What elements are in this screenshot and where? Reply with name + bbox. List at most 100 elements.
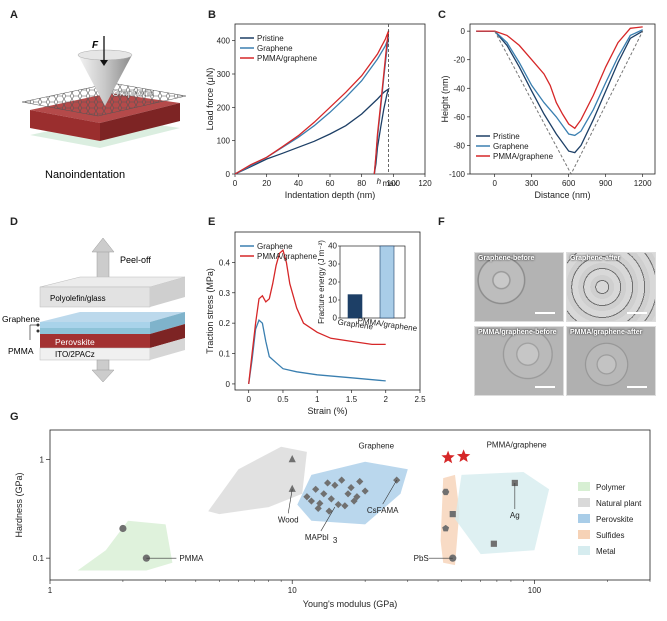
layer-label-1: Perovskite xyxy=(55,337,95,347)
point-diamond xyxy=(361,487,369,495)
point-label: MAPbI xyxy=(305,533,329,542)
legend-swatch xyxy=(578,498,590,507)
x-tick-label: 1 xyxy=(48,586,53,595)
panel-letter-g: G xyxy=(10,411,19,423)
x-tick-label: 10 xyxy=(288,586,297,595)
plant-region xyxy=(208,446,307,515)
y-axis-label: Traction stress (MPa) xyxy=(205,268,215,354)
legend-label: Graphene xyxy=(493,142,529,151)
point-label: Ag xyxy=(510,511,520,520)
series-line xyxy=(248,318,386,384)
y-tick-label: 0 xyxy=(461,27,466,36)
point-hexagon xyxy=(442,488,450,496)
graphene-label: Graphene xyxy=(112,88,154,98)
series-line xyxy=(248,249,386,384)
inset-category-label: PMMA/graphene xyxy=(357,316,418,333)
sulfide-region xyxy=(440,474,460,566)
point-label: CsFAMA xyxy=(367,506,399,515)
legend-label: PMMA/graphene xyxy=(257,54,318,63)
legend-label: Pristine xyxy=(493,132,520,141)
point-label: Wood xyxy=(278,515,299,524)
y-tick-label: -80 xyxy=(453,141,465,150)
scale-bar xyxy=(535,386,555,388)
panel-letter-e: E xyxy=(208,216,215,228)
panel-letter-c: C xyxy=(438,9,446,21)
x-axis-label: Indentation depth (nm) xyxy=(285,190,376,200)
point-label: PMMA xyxy=(179,554,204,563)
point-star xyxy=(456,449,471,462)
x-tick-label: 2 xyxy=(384,395,389,404)
x-tick-label: 40 xyxy=(294,179,303,188)
point-diamond xyxy=(331,481,339,489)
y-tick-label: -20 xyxy=(453,56,465,65)
x-tick-label: 2.5 xyxy=(414,395,426,404)
point-square xyxy=(490,540,497,547)
hmax-subscript: max xyxy=(383,179,398,188)
panel-g: G 1 10 100 0.1 1 Young's modulus (GPa) Hardnes… xyxy=(10,411,651,609)
point-label: Graphene xyxy=(358,442,394,451)
perovskite-front xyxy=(30,110,100,141)
layer-label-0: Polyolefin/glass xyxy=(50,294,106,303)
leader-line xyxy=(382,479,397,505)
legend-swatch xyxy=(578,546,590,555)
x-tick-label: 120 xyxy=(418,179,432,188)
x-tick-label: 1200 xyxy=(634,179,652,188)
y-tick-label: 0.1 xyxy=(219,350,231,359)
panel-a: A F Graphene Nanoindentation xyxy=(10,9,187,181)
panel-letter-a: A xyxy=(10,9,18,21)
plot-frame xyxy=(49,429,651,581)
inset-y-tick-label: 30 xyxy=(328,260,337,269)
layer-label-2: ITO/2PACz xyxy=(55,350,95,359)
point-label: PbS xyxy=(414,554,429,563)
y-tick-label: 1 xyxy=(40,456,45,465)
legend-label: Graphene xyxy=(257,44,293,53)
x-tick-label: 900 xyxy=(599,179,613,188)
point-diamond xyxy=(320,490,328,498)
sem-label: PMMA/graphene-after xyxy=(570,329,643,336)
point-diamond xyxy=(303,493,311,501)
y-tick-label: 300 xyxy=(217,70,231,79)
y-tick-label: 0 xyxy=(226,380,231,389)
sem-image-graphene-after: Graphene-after xyxy=(566,252,656,322)
y-axis-label: Load force (μN) xyxy=(205,68,215,131)
legend-label: Polymer xyxy=(596,483,626,492)
series-line xyxy=(476,26,643,130)
y-tick-label: 0.3 xyxy=(219,289,231,298)
point-diamond xyxy=(324,479,332,487)
y-tick-label: 200 xyxy=(217,103,231,112)
plot-frame xyxy=(469,23,656,175)
y-tick-label: 400 xyxy=(217,37,231,46)
inset-y-label: Fracture energy (J m⁻²) xyxy=(317,240,326,324)
point-square xyxy=(449,511,456,518)
x-tick-label: 1 xyxy=(315,395,320,404)
sem-label: PMMA/graphene-before xyxy=(478,329,557,336)
leader-line xyxy=(320,506,336,532)
x-axis-label: Strain (%) xyxy=(307,406,347,416)
panel-letter-d: D xyxy=(10,216,18,228)
point-diamond xyxy=(353,493,361,501)
sem-label: Graphene-before xyxy=(478,255,535,262)
force-label: F xyxy=(92,40,99,51)
graphene-side-label: Graphene xyxy=(2,314,40,324)
peel-arrow-down-icon xyxy=(91,369,115,383)
point-triangle xyxy=(288,455,296,463)
point-diamond xyxy=(325,507,333,515)
legend-label: Sulfides xyxy=(596,531,624,540)
inset-y-tick-label: 40 xyxy=(328,242,337,251)
point-diamond xyxy=(314,504,322,512)
nanoindentation-caption: Nanoindentation xyxy=(45,169,125,181)
x-tick-label: 20 xyxy=(262,179,271,188)
panel-letter-b: B xyxy=(208,9,216,21)
metal-region xyxy=(455,472,550,555)
x-tick-label: 80 xyxy=(357,179,366,188)
force-arrowhead-icon xyxy=(100,60,108,66)
sem-image-pmma-graphene-before: PMMA/graphene-before xyxy=(474,326,564,396)
sem-image-pmma-graphene-after: PMMA/graphene-after xyxy=(566,326,656,396)
point-diamond xyxy=(327,495,335,503)
plot-frame xyxy=(234,231,421,391)
scale-bar xyxy=(627,386,647,388)
scale-bar xyxy=(627,312,647,314)
pmma-top xyxy=(40,312,185,322)
x-tick-label: 100 xyxy=(528,586,542,595)
